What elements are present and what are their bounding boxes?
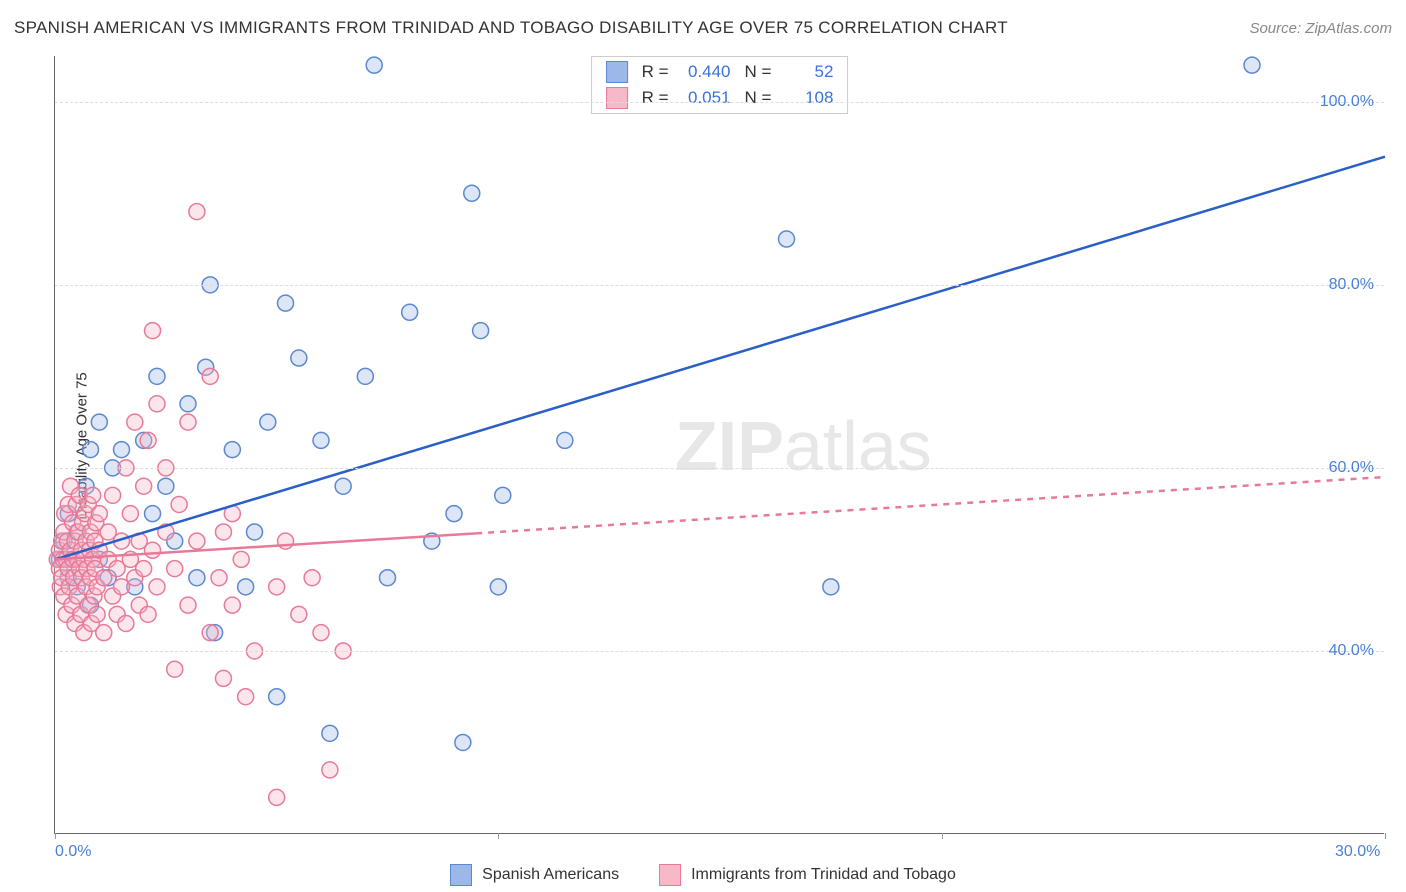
ytick-label: 60.0% [1329,459,1374,477]
n-value-1: 108 [779,88,833,108]
bottom-legend: Spanish Americans Immigrants from Trinid… [0,864,1406,886]
legend-swatch-0 [450,864,472,886]
ytick-label: 100.0% [1320,93,1374,111]
source-label: Source: ZipAtlas.com [1249,20,1392,37]
legend-label-0: Spanish Americans [482,866,619,884]
xtick-label: 0.0% [55,843,91,861]
r-value-0: 0.440 [677,62,731,82]
n-label-1: N = [745,88,772,108]
r-label-0: R = [642,62,669,82]
chart-svg [55,56,1384,833]
ytick-label: 40.0% [1329,642,1374,660]
ytick-label: 80.0% [1329,276,1374,294]
stats-row-0: R = 0.440 N = 52 [592,59,848,85]
r-label-1: R = [642,88,669,108]
legend-swatch-1 [659,864,681,886]
stats-box: R = 0.440 N = 52 R = 0.051 N = 108 [591,56,849,114]
r-value-1: 0.051 [677,88,731,108]
n-label-0: N = [745,62,772,82]
chart-title: SPANISH AMERICAN VS IMMIGRANTS FROM TRIN… [14,18,1008,38]
swatch-series-1 [606,87,628,109]
plot-area: R = 0.440 N = 52 R = 0.051 N = 108 ZIPat… [54,56,1384,834]
legend-item-0: Spanish Americans [450,864,619,886]
xtick-label: 30.0% [1335,843,1380,861]
stats-row-1: R = 0.051 N = 108 [592,85,848,111]
legend-item-1: Immigrants from Trinidad and Tobago [659,864,956,886]
legend-label-1: Immigrants from Trinidad and Tobago [691,866,956,884]
n-value-0: 52 [779,62,833,82]
swatch-series-0 [606,61,628,83]
